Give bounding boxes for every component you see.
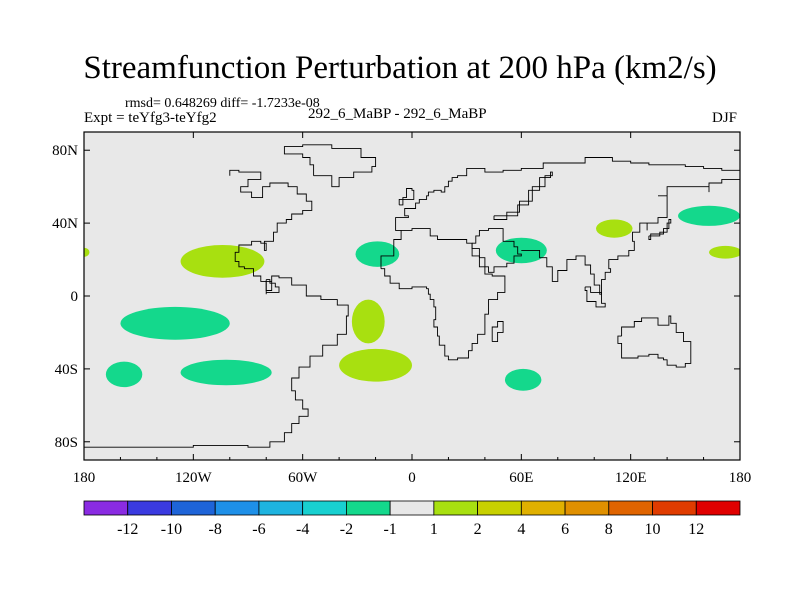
y-tick-label: 80N xyxy=(52,143,78,159)
anomaly-negative-3 xyxy=(355,241,400,267)
y-tick-label: 0 xyxy=(71,289,79,305)
anomaly-positive-7 xyxy=(180,244,265,278)
colorbar-swatch xyxy=(83,500,129,516)
colorbar-label: -4 xyxy=(296,521,309,538)
coastline-12 xyxy=(265,279,280,295)
colorbar-label: 2 xyxy=(474,521,482,538)
coastline-10 xyxy=(491,321,504,343)
coastline-6 xyxy=(398,188,415,206)
coastline-3 xyxy=(493,171,553,220)
axes-layer: 180 120W 60W 0 60E 120E 180 80N 40N 0 40S 80S xyxy=(52,132,751,486)
anomaly-negative-1 xyxy=(105,361,143,388)
colorbar: -12 -10 -8 -6 -4 -2 -1 1 2 4 6 8 10 12 xyxy=(83,500,741,538)
colorbar-swatch xyxy=(127,500,172,516)
y-tick-label: 40S xyxy=(55,362,78,378)
colorbar-swatch xyxy=(520,500,566,516)
anomaly-positive-9 xyxy=(339,348,412,382)
anomaly-negative-0 xyxy=(120,306,230,340)
colorbar-label: 4 xyxy=(517,521,525,538)
colorbar-label: 1 xyxy=(430,521,438,538)
colorbar-label: 6 xyxy=(561,521,569,538)
colorbar-label: 10 xyxy=(645,521,661,538)
y-tick-label: 80S xyxy=(55,435,78,451)
anomaly-positive-11 xyxy=(709,245,740,259)
colorbar-label: -12 xyxy=(117,521,138,538)
colorbar-swatch xyxy=(608,500,653,516)
anomaly-positive-10 xyxy=(596,219,633,238)
runs-label: 292_6_MaBP - 292_6_MaBP xyxy=(308,106,487,122)
anomaly-negative-5 xyxy=(504,368,542,391)
coastline-0 xyxy=(84,169,349,448)
coastline-9 xyxy=(617,315,692,368)
anomaly-negative-6 xyxy=(678,205,740,226)
colorbar-swatch xyxy=(389,500,435,516)
coastline-7 xyxy=(283,144,377,188)
chart-title: Streamfunction Perturbation at 200 hPa (… xyxy=(83,50,717,86)
x-tick-label: 180 xyxy=(729,470,752,486)
season-label: DJF xyxy=(712,110,738,126)
colorbar-label: -1 xyxy=(383,521,396,538)
colorbar-swatch xyxy=(695,500,741,516)
map-background xyxy=(84,132,740,460)
anomaly-positive-8 xyxy=(351,299,385,344)
colorbar-swatch xyxy=(214,500,260,516)
colorbar-swatch xyxy=(564,500,610,516)
colorbar-swatch xyxy=(477,500,522,516)
colorbar-label: -8 xyxy=(209,521,222,538)
colorbar-label: 8 xyxy=(605,521,613,538)
coastline-1 xyxy=(380,157,740,269)
anomaly-negative-2 xyxy=(180,359,272,386)
x-tick-label: 120E xyxy=(615,470,647,486)
colorbar-swatch xyxy=(258,500,304,516)
coastline-8 xyxy=(584,286,606,308)
x-tick-label: 120W xyxy=(175,470,213,486)
colorbar-swatch xyxy=(171,500,216,516)
x-tick-label: 60E xyxy=(509,470,533,486)
colorbar-label: -10 xyxy=(161,521,182,538)
colorbar-label: -6 xyxy=(252,521,265,538)
anomaly-layer xyxy=(84,205,740,391)
coastline-11 xyxy=(648,219,672,240)
colorbar-swatch xyxy=(652,500,697,516)
coastline-4 xyxy=(471,228,522,273)
coastline-5 xyxy=(521,177,740,295)
colorbar-label: -2 xyxy=(340,521,353,538)
colorbar-swatch xyxy=(433,500,479,516)
colorbar-label: 12 xyxy=(688,521,704,538)
experiment-label: Expt = teYfg3-teYfg2 xyxy=(84,110,217,126)
x-tick-label: 180 xyxy=(73,470,96,486)
x-tick-label: 60W xyxy=(288,470,318,486)
coastline-2 xyxy=(381,228,506,361)
y-tick-label: 40N xyxy=(52,216,78,232)
anomaly-positive-12 xyxy=(84,247,90,257)
colorbar-swatch xyxy=(302,500,347,516)
colorbar-swatch xyxy=(345,500,391,516)
x-tick-label: 0 xyxy=(408,470,416,486)
rmsd-stats: rmsd= 0.648269 diff= -1.7233e-08 xyxy=(125,96,320,111)
coastline-layer xyxy=(84,144,740,448)
